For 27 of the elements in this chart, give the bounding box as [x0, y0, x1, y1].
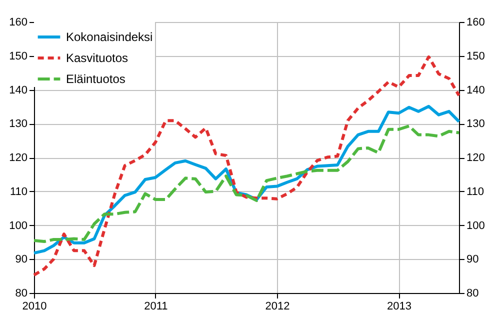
- y2-tick-label: 120: [466, 152, 485, 164]
- x-tick-label: 2010: [22, 300, 47, 312]
- y2-tick-label: 100: [466, 220, 485, 232]
- legend-label: Kasvituotos: [66, 51, 128, 65]
- x-tick-label: 2012: [265, 300, 290, 312]
- x-tick-label: 2011: [144, 300, 168, 312]
- y-tick-label: 100: [9, 220, 28, 232]
- y-tick-label: 80: [15, 288, 28, 300]
- y-tick-label: 140: [9, 84, 28, 96]
- y2-tick-label: 140: [466, 84, 485, 96]
- y2-tick-label: 90: [466, 254, 479, 266]
- y-tick-label: 160: [9, 16, 28, 28]
- y-tick-label: 90: [15, 254, 28, 266]
- y2-tick-label: 130: [466, 118, 485, 130]
- line-series: [32, 55, 460, 277]
- y-tick-label: 130: [9, 118, 28, 130]
- y-tick-label: 120: [9, 152, 28, 164]
- y2-tick-label: 160: [466, 16, 485, 28]
- legend-label: Eläintuotos: [66, 72, 126, 86]
- y-tick-label: 150: [9, 50, 28, 62]
- y2-tick-label: 80: [466, 288, 479, 300]
- x-tick-label: 2013: [387, 300, 412, 312]
- line-series: [32, 124, 460, 244]
- y2-tick-label: 110: [466, 186, 484, 198]
- y2-tick-label: 150: [466, 50, 485, 62]
- legend-label: Kokonaisindeksi: [66, 30, 153, 44]
- y-tick-label: 110: [10, 186, 28, 198]
